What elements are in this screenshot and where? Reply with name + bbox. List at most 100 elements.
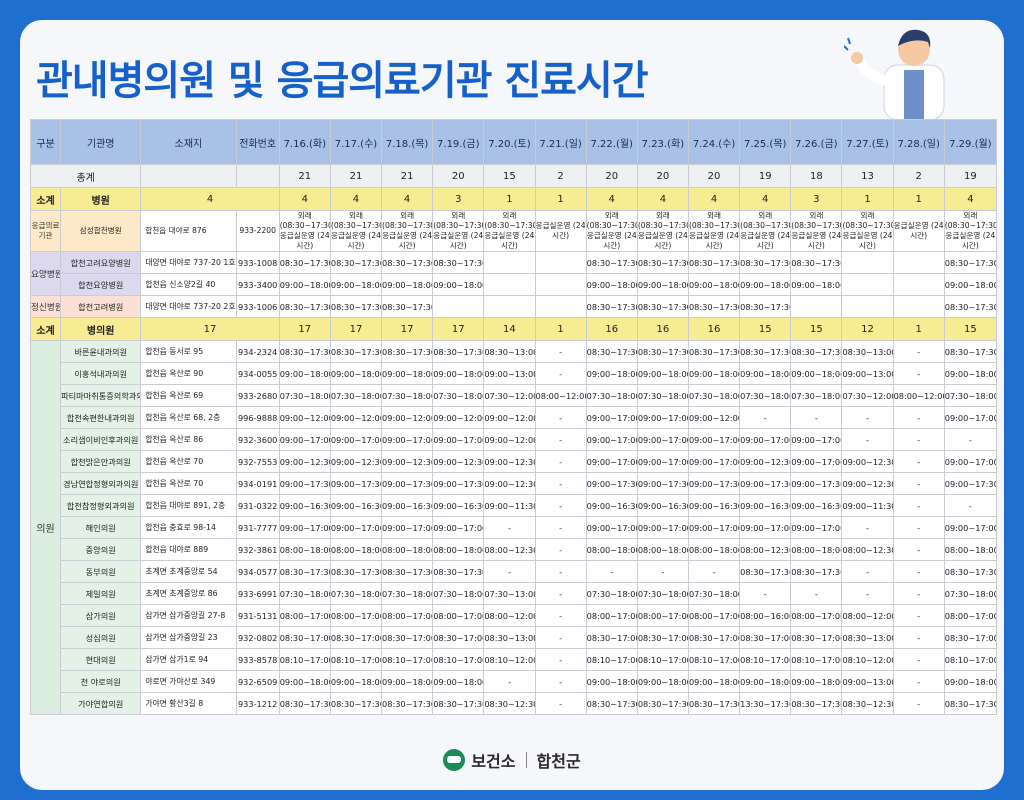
hours-cell: 외래 (08:30~17:30) 응급실운영 (24시간): [381, 210, 434, 252]
schedule-table: 구분 기관명 소재지 전화번호 7.16.(화) 7.17.(수) 7.18.(목) 7.19…: [29, 119, 998, 715]
hours-cell: 09:00~17:00: [585, 428, 638, 451]
hours-cell: 07:30~18:00: [381, 582, 434, 605]
institution-name: 천 야로의원: [60, 670, 142, 693]
hours-cell: 07:30~18:00: [432, 582, 485, 605]
subtotal-value: 17: [432, 317, 485, 341]
hours-cell: 09:00~17:00: [636, 516, 689, 539]
clinic-row: 삼가의원 삼가면 삼가중앙길 27-8 931-5131 08:00~17:00 08:…: [31, 604, 998, 627]
hours-cell: 08:30~17:30: [381, 692, 434, 715]
institution-phone: 932-3861: [235, 538, 280, 561]
schedule-table-wrapper: 구분 기관명 소재지 전화번호 7.16.(화) 7.17.(수) 7.18.(목) 7.19…: [29, 119, 998, 715]
column-header: 7.29.(월): [943, 119, 998, 165]
hours-cell: 09:00~17:00: [432, 428, 485, 451]
hours-cell: 08:30~17:30: [329, 251, 383, 274]
hours-cell: 09:00~18:00: [687, 273, 741, 296]
institution-name: 합천속편한내과의원: [60, 406, 142, 429]
hours-cell: -: [534, 626, 587, 649]
institution-phone: 931-7777: [235, 516, 280, 539]
hours-cell: -: [483, 670, 536, 693]
hours-cell: 08:30~13:00: [483, 626, 536, 649]
institution-phone: 996-9888: [235, 406, 280, 429]
total-count: 15: [483, 164, 536, 188]
hours-cell: -: [892, 362, 945, 385]
hours-cell: 09:00~12:30: [841, 450, 894, 473]
clinic-row: 소리샘이비인후과의원 합천읍 옥산로 86 932-3600 09:00~17:00 0…: [31, 428, 998, 451]
hours-cell: 08:00~17:00: [790, 604, 843, 627]
footer-org: 보건소: [471, 752, 516, 771]
total-count: 2: [534, 164, 587, 188]
category-mental: 정신병원: [29, 295, 62, 318]
hours-cell: 09:00~12:00: [483, 428, 536, 451]
subtotal-value: 16: [636, 317, 689, 341]
institution-address: 삼가면 삼가1로 94: [140, 648, 237, 671]
institution-phone: 933-1008: [235, 251, 280, 274]
hours-cell: 08:30~17:30: [790, 560, 843, 583]
hours-cell: 09:00~11:30: [483, 494, 536, 517]
subtotal-count: 17: [140, 317, 280, 341]
institution-phone: 932-3600: [235, 428, 280, 451]
hours-cell: 09:00~18:00: [790, 273, 843, 296]
hours-cell: 08:10~12:00: [483, 648, 536, 671]
clinic-row: 천 야로의원 야로면 가야산로 349 932-6509 09:00~18:00 09:…: [31, 670, 998, 693]
hours-cell: -: [534, 428, 587, 451]
hours-cell: 외래 (08:30~17:30) 응급실운영 (24시간): [585, 210, 638, 252]
hours-cell: 09:00~17:30: [381, 472, 434, 495]
subtotal-value: 17: [278, 317, 331, 341]
er-row: 응급의료기관 삼성합천병원 합천읍 대야로 876 933-2200 외래 (08:30…: [29, 210, 998, 252]
hours-cell: 08:30~17:30: [636, 251, 689, 274]
subtotal-label: 소계: [29, 317, 62, 341]
institution-phone: 933-1212: [235, 692, 280, 715]
hours-cell: -: [687, 560, 741, 583]
institution-name: 이홍석내과의원: [60, 362, 142, 385]
total-count: 18: [790, 164, 843, 188]
institution-address: 합천읍 옥산로 70: [140, 450, 237, 473]
hours-cell: 09:00~18:00: [381, 670, 434, 693]
hours-cell: -: [892, 604, 945, 627]
hours-cell: 08:30~17:30: [432, 340, 485, 363]
hours-cell: 08:00~18:00: [636, 538, 689, 561]
mental-row: 정신병원 합천고려병원 대양면 대야로 737-20 2호 933-1006 08:30…: [29, 295, 998, 318]
hours-cell: -: [534, 494, 587, 517]
hours-cell: -: [534, 516, 587, 539]
hours-cell: 09:00~16:30: [278, 494, 331, 517]
hours-cell: -: [892, 472, 945, 495]
hours-cell: 09:00~13:00: [841, 362, 894, 385]
total-count: 21: [329, 164, 383, 188]
hours-cell: 08:30~17:30: [585, 692, 638, 715]
hours-cell: [841, 273, 894, 296]
hours-cell: -: [534, 450, 587, 473]
nursing-row: 요양병원 합천고려요양병원 대양면 대야로 737-20 1호 933-1008 08:…: [29, 251, 998, 296]
hours-cell: 08:30~13:00: [841, 626, 894, 649]
hours-cell: 09:00~16:30: [790, 494, 843, 517]
hours-cell: 09:00~18:00: [329, 362, 383, 385]
hours-cell: -: [892, 538, 945, 561]
hours-cell: -: [892, 648, 945, 671]
subtotal-value: 3: [790, 187, 843, 211]
institution-phone: 932-6509: [235, 670, 280, 693]
hours-cell: 08:30~17:00: [687, 626, 741, 649]
hours-cell: 08:30~17:30: [432, 692, 485, 715]
hours-cell: 08:00~17:00: [687, 604, 741, 627]
hours-cell: 09:00~18:00: [739, 670, 792, 693]
hours-cell: -: [892, 494, 945, 517]
clinic-row: 동부의원 초계면 초계중앙로 54 934-0577 08:30~17:30 08:30…: [31, 560, 998, 583]
hours-cell: 09:00~12:00: [483, 406, 536, 429]
hours-cell: 07:30~18:00: [943, 384, 998, 407]
hours-cell: 08:00~12:00: [841, 604, 894, 627]
hours-cell: 08:00~12:30: [841, 538, 894, 561]
clinic-row: 합천속편한내과의원 합천읍 옥산로 68, 2층 996-9888 09:00~12:…: [31, 406, 998, 429]
total-count: 19: [739, 164, 792, 188]
institution-phone: 932-7553: [235, 450, 280, 473]
hours-cell: [483, 251, 536, 274]
hours-cell: 09:00~12:30: [841, 472, 894, 495]
clinic-row: 경남연합정형외과의원 합천읍 옥산로 70 934-0191 09:00~17:30 0…: [31, 472, 998, 495]
hours-cell: 09:00~18:00: [329, 273, 383, 296]
hours-cell: 09:00~17:30: [585, 472, 638, 495]
column-header: 7.24.(수): [687, 119, 741, 165]
hours-cell: 08:30~13:00: [483, 340, 536, 363]
hours-cell: 08:30~17:30: [739, 340, 792, 363]
hours-cell: 09:00~18:00: [636, 670, 689, 693]
hours-cell: 08:00~17:00: [381, 604, 434, 627]
hours-cell: 09:00~18:00: [278, 273, 331, 296]
hours-cell: 09:00~12:00: [432, 406, 485, 429]
